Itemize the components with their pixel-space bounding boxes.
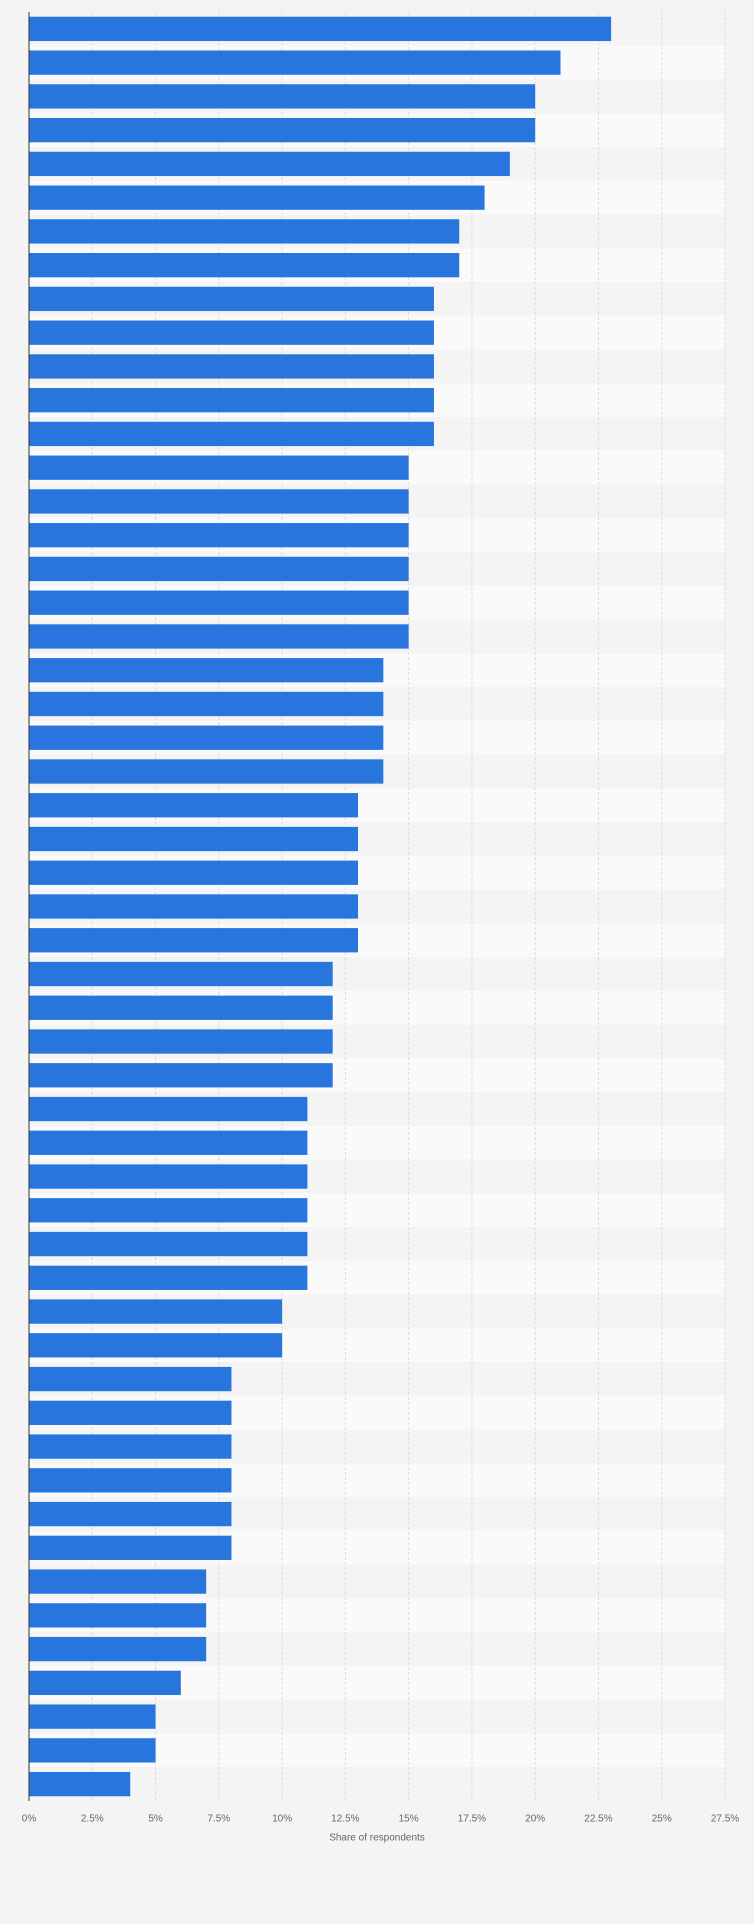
bar <box>29 826 359 852</box>
bar <box>29 1670 181 1696</box>
x-tick-label: 5% <box>148 1814 163 1825</box>
bar <box>29 320 434 345</box>
bar <box>29 354 434 379</box>
bar <box>29 1501 232 1527</box>
bar <box>29 1400 232 1425</box>
bar <box>29 16 612 42</box>
bar <box>29 84 536 109</box>
bar <box>29 1366 232 1392</box>
x-tick-label: 10% <box>272 1814 292 1825</box>
bar <box>29 1231 308 1257</box>
bar <box>29 1096 308 1122</box>
bar <box>29 185 485 210</box>
bar <box>29 1299 283 1324</box>
bar <box>29 556 409 582</box>
bar <box>29 1603 207 1628</box>
x-tick-label: 25% <box>652 1814 672 1825</box>
bar <box>29 1029 333 1054</box>
bar <box>29 1333 283 1358</box>
x-tick-label: 27.5% <box>711 1814 739 1825</box>
x-axis-label: Share of respondents <box>329 1833 425 1844</box>
bar <box>29 1198 308 1223</box>
bar <box>29 894 359 919</box>
bar <box>29 253 460 278</box>
x-tick-label: 15% <box>399 1814 419 1825</box>
x-tick-label: 7.5% <box>207 1814 230 1825</box>
bar <box>29 523 409 548</box>
bar <box>29 219 460 244</box>
bar <box>29 961 333 987</box>
bar <box>29 624 409 649</box>
bar <box>29 995 333 1020</box>
bar <box>29 1636 207 1662</box>
bar <box>29 388 434 413</box>
row-stripe <box>29 1767 725 1801</box>
bar <box>29 151 510 177</box>
bar <box>29 691 384 717</box>
x-tick-label: 17.5% <box>458 1814 486 1825</box>
x-tick-label: 12.5% <box>331 1814 359 1825</box>
bar <box>29 860 359 885</box>
bar <box>29 1265 308 1290</box>
bar <box>29 793 359 818</box>
bar <box>29 1063 333 1088</box>
x-tick-label: 0% <box>22 1814 37 1825</box>
x-tick-label: 2.5% <box>81 1814 104 1825</box>
bar <box>29 759 384 784</box>
bar <box>29 725 384 750</box>
bar <box>29 1130 308 1155</box>
bar <box>29 1535 232 1560</box>
x-tick-label: 22.5% <box>584 1814 612 1825</box>
bar <box>29 1434 232 1459</box>
bar <box>29 1468 232 1493</box>
bar <box>29 590 409 615</box>
bar <box>29 1569 207 1594</box>
bar <box>29 1771 131 1797</box>
bar <box>29 286 434 312</box>
bar <box>29 1164 308 1189</box>
bar <box>29 117 536 143</box>
x-tick-label: 20% <box>525 1814 545 1825</box>
bar <box>29 489 409 514</box>
bar <box>29 928 359 953</box>
bar <box>29 1704 156 1729</box>
bar <box>29 421 434 447</box>
bar <box>29 658 384 683</box>
bar <box>29 1738 156 1763</box>
bar <box>29 50 561 75</box>
bar <box>29 455 409 480</box>
